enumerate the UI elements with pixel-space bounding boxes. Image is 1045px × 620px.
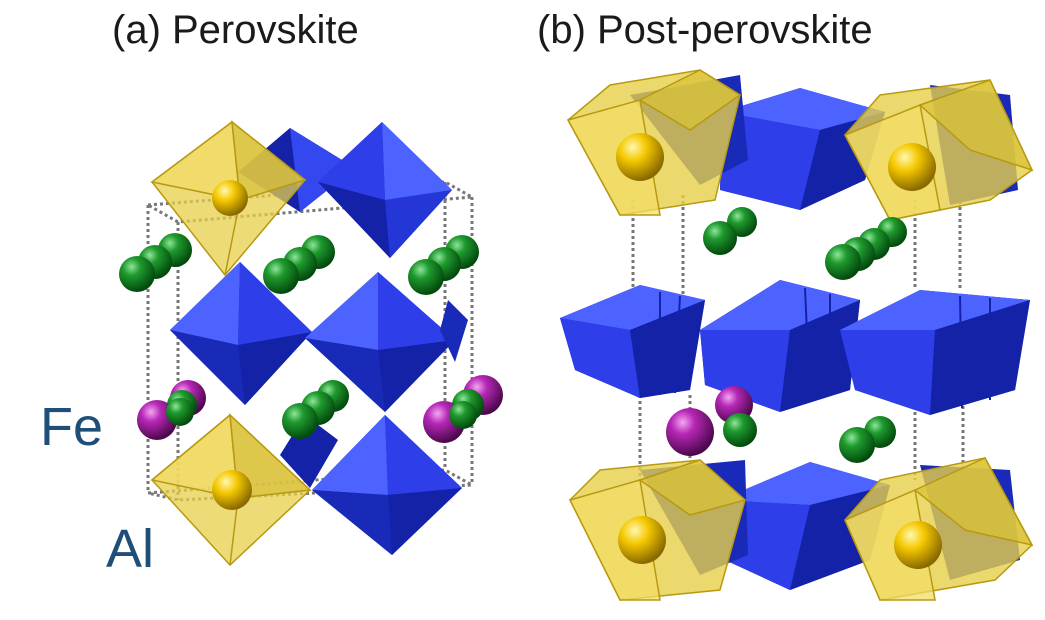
oxygen-group-a-upper-middle: [263, 235, 335, 294]
post-perovskite-structure: [560, 69, 1034, 601]
oxygen-group-b-upper-left: [703, 207, 757, 255]
octahedron-a-right-edge: [440, 300, 468, 362]
octahedron-a-middle-left: [170, 262, 312, 405]
al-atom: [212, 470, 252, 510]
oxygen-group-a-lower-middle: [282, 380, 349, 439]
al-label: Al: [106, 519, 155, 579]
octahedron-a-top-right: [318, 122, 452, 258]
octahedron-a-middle-right: [305, 272, 455, 412]
al-atom: [616, 133, 664, 181]
octahedron-b-middle-right: [840, 290, 1030, 415]
fe-atom: [666, 408, 714, 456]
octahedron-a-bottom-right: [312, 415, 462, 555]
al-atom: [212, 180, 248, 216]
panel-b-title: (b) Post-perovskite: [537, 8, 873, 52]
octahedron-b-middle-left: [560, 285, 705, 398]
oxygen-group-a-upper-left: [119, 233, 192, 292]
oxygen-group-b-lower-right: [839, 416, 896, 463]
al-atom: [894, 521, 942, 569]
octahedron-b-middle-center: [700, 280, 860, 412]
al-atom: [618, 516, 666, 564]
oxygen-group-a-lower-left-front: [166, 398, 194, 426]
oxygen-group-b-upper-right: [825, 217, 907, 280]
oxygen-group-a-lower-right-front: [449, 401, 477, 429]
oxygen-group-a-upper-right: [408, 235, 479, 295]
panel-a-title: (a) Perovskite: [112, 8, 359, 52]
perovskite-structure: [119, 120, 503, 567]
oxygen-group-b-lower-left: [723, 413, 757, 447]
octahedron-a-back-top: [238, 128, 355, 212]
fe-label: Fe: [40, 397, 104, 457]
al-atom: [888, 143, 936, 191]
al-octahedron-b-lower-right: [844, 457, 1034, 601]
